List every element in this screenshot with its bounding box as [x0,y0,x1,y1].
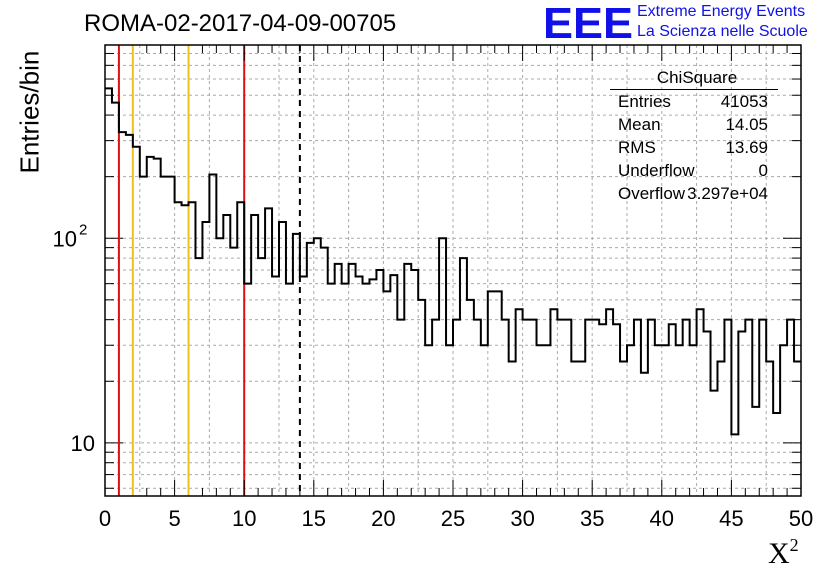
y-tick-label: 10 [53,226,77,251]
stats-value: 13.69 [725,138,768,157]
stats-label: Overflow [618,184,686,203]
eee-logo: EEE [543,2,633,42]
logo-mark: EEE [543,2,633,42]
x-tick-label: 10 [232,506,256,531]
logo-line-1: Extreme Energy Events [637,3,806,20]
stats-value: 0 [758,161,768,180]
stats-value: 14.05 [725,115,768,134]
x-tick-label: 30 [510,506,534,531]
y-axis-label: Entries/bin [14,50,45,174]
x-tick-label: 5 [168,506,180,531]
logo-text: Extreme Energy Events La Scienza nelle S… [637,2,808,42]
stats-row-mean: Mean 14.05 [610,113,778,136]
x-axis-label-sup: 2 [789,535,799,555]
x-tick-label: 40 [650,506,674,531]
x-axis-label-base: X [768,537,790,570]
x-tick-label: 20 [371,506,395,531]
logo-line-2: La Scienza nelle Scuole [637,23,808,40]
x-tick-label: 50 [789,506,813,531]
stats-value: 3.297e+04 [687,184,768,203]
stats-label: Underflow [618,161,695,180]
stats-value: 41053 [720,92,768,111]
x-tick-label: 25 [441,506,465,531]
x-axis-ticks: 0 5 10 15 20 25 30 35 40 45 50 [99,45,813,531]
x-tick-label: 35 [580,506,604,531]
stats-row-rms: RMS 13.69 [610,136,778,159]
stats-title: ChiSquare [610,67,778,90]
y-tick-label-exponent: 2 [79,221,87,238]
plot-title: ROMA-02-2017-04-09-00705 [84,10,397,37]
histogram-line [105,87,801,436]
stats-row-underflow: Underflow 0 [610,159,778,182]
x-tick-label: 15 [302,506,326,531]
stats-label: RMS [618,138,656,157]
stats-label: Entries [618,92,671,111]
x-axis-label: X2 [768,535,799,571]
stats-row-overflow: Overflow 3.297e+04 [610,182,778,205]
x-tick-label: 45 [719,506,743,531]
stats-label: Mean [618,115,661,134]
x-tick-label: 0 [99,506,111,531]
y-tick-label: 10 [71,431,95,456]
stats-row-entries: Entries 41053 [610,90,778,113]
stats-box: ChiSquare Entries 41053 Mean 14.05 RMS 13.6… [610,67,778,205]
